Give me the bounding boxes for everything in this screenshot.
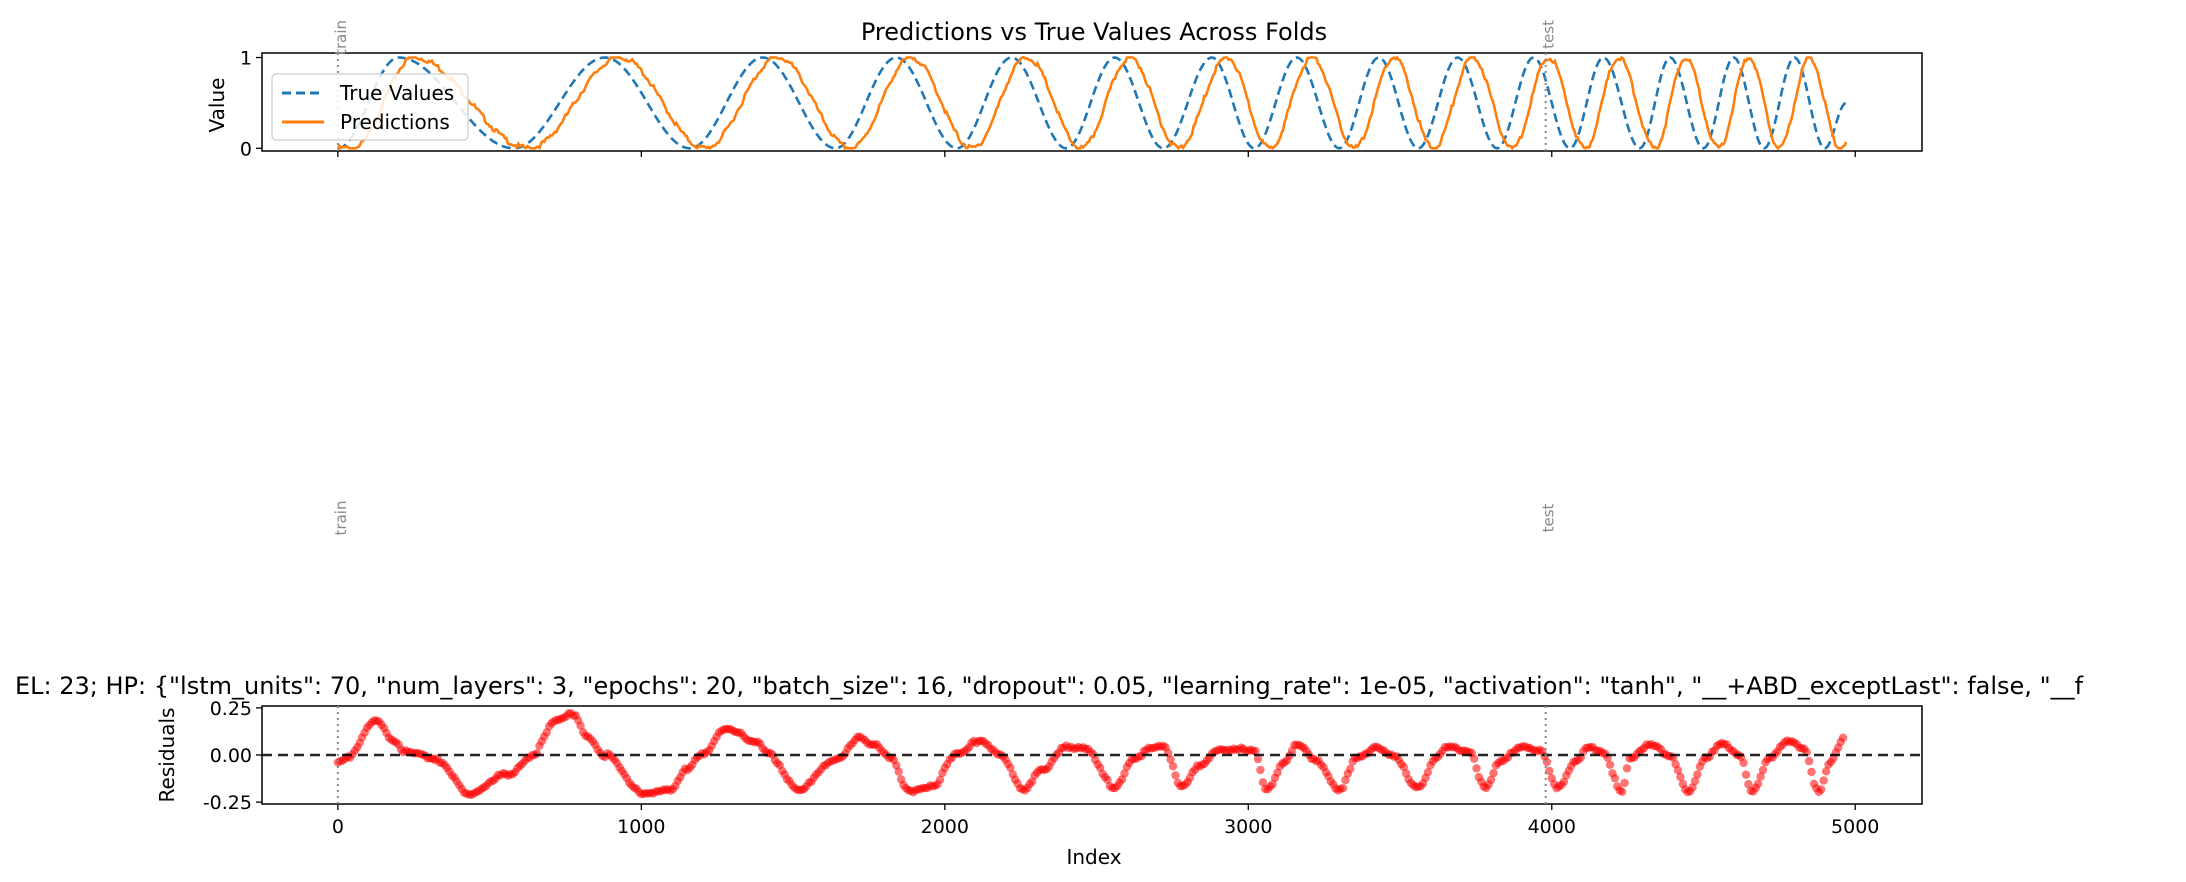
- residual-point: [1346, 764, 1355, 774]
- top-y-axis-label: Value: [205, 78, 229, 133]
- residual-point: [1341, 775, 1350, 785]
- residual-point: [1399, 762, 1408, 772]
- top-axes-frame: [261, 52, 1923, 152]
- residual-point: [1542, 757, 1552, 767]
- bottom-axis-ticks: -0.25 0.00 0.25 0 1000 2000 3000 4000 5000: [203, 698, 1880, 838]
- bottom-panel: EL: 23; HP: {"lstm_units": 70, "num_laye…: [15, 672, 2084, 869]
- residual-point: [1273, 768, 1282, 777]
- residual-point: [1676, 772, 1685, 782]
- residual-point: [1605, 760, 1615, 769]
- fold-boundary-label: train: [332, 501, 350, 536]
- residual-point: [1253, 754, 1263, 764]
- residual-point: [1622, 764, 1632, 773]
- bottom-x-tick-label: 0: [332, 816, 344, 838]
- bottom-y-tick-label: 0.00: [210, 745, 252, 767]
- top-axis-ticks: 01: [240, 48, 1856, 160]
- top-panel: Predictions vs True Values Across Folds …: [205, 18, 1923, 160]
- residual-point: [1256, 765, 1265, 775]
- top-y-tick-label: 0: [240, 138, 252, 160]
- residual-point: [935, 775, 945, 784]
- residual-point: [1618, 787, 1627, 796]
- residual-point: [1821, 767, 1831, 776]
- residual-point: [1171, 771, 1180, 780]
- bottom-x-axis-label: Index: [1066, 845, 1121, 869]
- residual-point: [1338, 784, 1348, 793]
- residual-point: [1251, 746, 1260, 756]
- legend-true-values-label: True Values: [339, 81, 454, 105]
- residual-point: [1545, 766, 1554, 776]
- residual-point: [1744, 780, 1753, 789]
- bottom-x-tick-label: 1000: [617, 816, 665, 838]
- residual-point: [1804, 756, 1814, 766]
- residual-point: [1807, 767, 1816, 777]
- residual-point: [1103, 775, 1112, 784]
- residual-point: [1610, 774, 1620, 783]
- residual-point: [1673, 766, 1683, 775]
- residual-point: [1166, 755, 1175, 764]
- true-values-line: [337, 56, 1847, 150]
- bottom-y-tick-label: -0.25: [203, 792, 252, 814]
- residual-point: [1688, 783, 1697, 792]
- residual-point: [1559, 777, 1569, 786]
- residual-point: [1817, 785, 1826, 794]
- residual-point: [1753, 779, 1763, 788]
- residual-point: [1620, 778, 1629, 788]
- residual-point: [1739, 758, 1748, 768]
- top-plot-area: [336, 55, 1848, 151]
- residual-point: [1690, 776, 1700, 786]
- residual-point: [1741, 770, 1751, 779]
- residual-point: [1168, 762, 1178, 771]
- top-y-tick-label: 1: [240, 48, 252, 70]
- residual-point: [1469, 754, 1479, 763]
- residual-point: [1472, 764, 1481, 773]
- bottom-y-tick-label: 0.25: [210, 698, 252, 720]
- bottom-x-tick-label: 2000: [921, 816, 969, 838]
- residual-point: [1423, 768, 1433, 777]
- residual-point: [532, 749, 542, 758]
- bottom-x-tick-label: 3000: [1224, 816, 1272, 838]
- fold-boundary-label: test: [1540, 503, 1558, 532]
- bottom-chart-title: EL: 23; HP: {"lstm_units": 70, "num_laye…: [15, 672, 2084, 700]
- bottom-plot-area: [262, 709, 1922, 799]
- residual-point: [1120, 769, 1129, 778]
- bottom-x-tick-label: 5000: [1831, 816, 1879, 838]
- bottom-x-tick-label: 4000: [1528, 816, 1576, 838]
- residual-point: [1819, 776, 1828, 785]
- residual-point: [1758, 765, 1768, 775]
- residual-point: [1693, 770, 1702, 779]
- bottom-y-axis-label: Residuals: [155, 708, 179, 803]
- fold-boundary-label: train: [332, 20, 350, 55]
- residual-point: [1838, 733, 1848, 742]
- fold-boundary-label: test: [1540, 20, 1558, 49]
- bottom-annotations: [336, 706, 1547, 804]
- residual-point: [576, 721, 585, 730]
- residual-point: [1756, 772, 1765, 781]
- residual-point: [1006, 763, 1015, 772]
- legend-predictions-label: Predictions: [340, 110, 450, 134]
- top-chart-title: Predictions vs True Values Across Folds: [861, 18, 1327, 46]
- residual-point: [894, 767, 903, 776]
- predictions-line: [336, 55, 1848, 151]
- residual-point: [1268, 780, 1277, 789]
- residual-point: [1489, 768, 1498, 778]
- legend: True Values Predictions: [271, 73, 469, 141]
- middle-annotations: train test: [332, 501, 1558, 536]
- residual-point: [1486, 775, 1496, 784]
- residual-point: [1258, 778, 1268, 787]
